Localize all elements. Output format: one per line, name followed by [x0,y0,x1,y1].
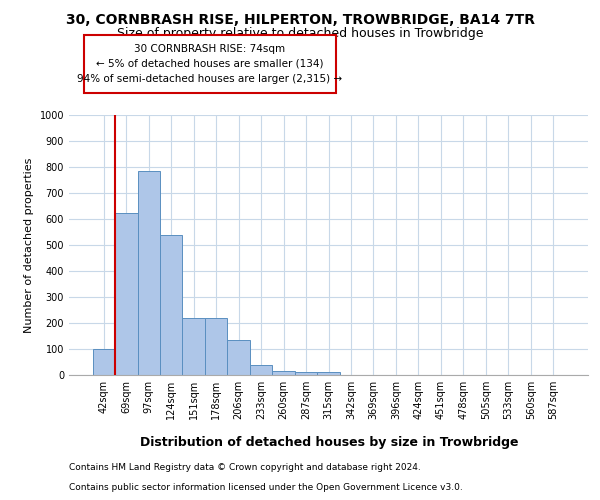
Bar [115,212,137,375]
Text: 30, CORNBRASH RISE, HILPERTON, TROWBRIDGE, BA14 7TR: 30, CORNBRASH RISE, HILPERTON, TROWBRIDG… [65,12,535,26]
Bar [295,372,317,375]
Y-axis label: Number of detached properties: Number of detached properties [24,158,34,332]
Text: Distribution of detached houses by size in Trowbridge: Distribution of detached houses by size … [140,436,518,449]
Bar [272,371,295,375]
Bar [227,340,250,375]
Bar [205,318,227,375]
Text: Size of property relative to detached houses in Trowbridge: Size of property relative to detached ho… [117,28,483,40]
Text: 30 CORNBRASH RISE: 74sqm
← 5% of detached houses are smaller (134)
94% of semi-d: 30 CORNBRASH RISE: 74sqm ← 5% of detache… [77,44,343,84]
Bar [182,318,205,375]
Bar [317,372,340,375]
Bar [92,349,115,375]
Text: Contains HM Land Registry data © Crown copyright and database right 2024.: Contains HM Land Registry data © Crown c… [69,464,421,472]
Bar [137,171,160,375]
Text: Contains public sector information licensed under the Open Government Licence v3: Contains public sector information licen… [69,484,463,492]
Bar [160,234,182,375]
Bar [250,364,272,375]
